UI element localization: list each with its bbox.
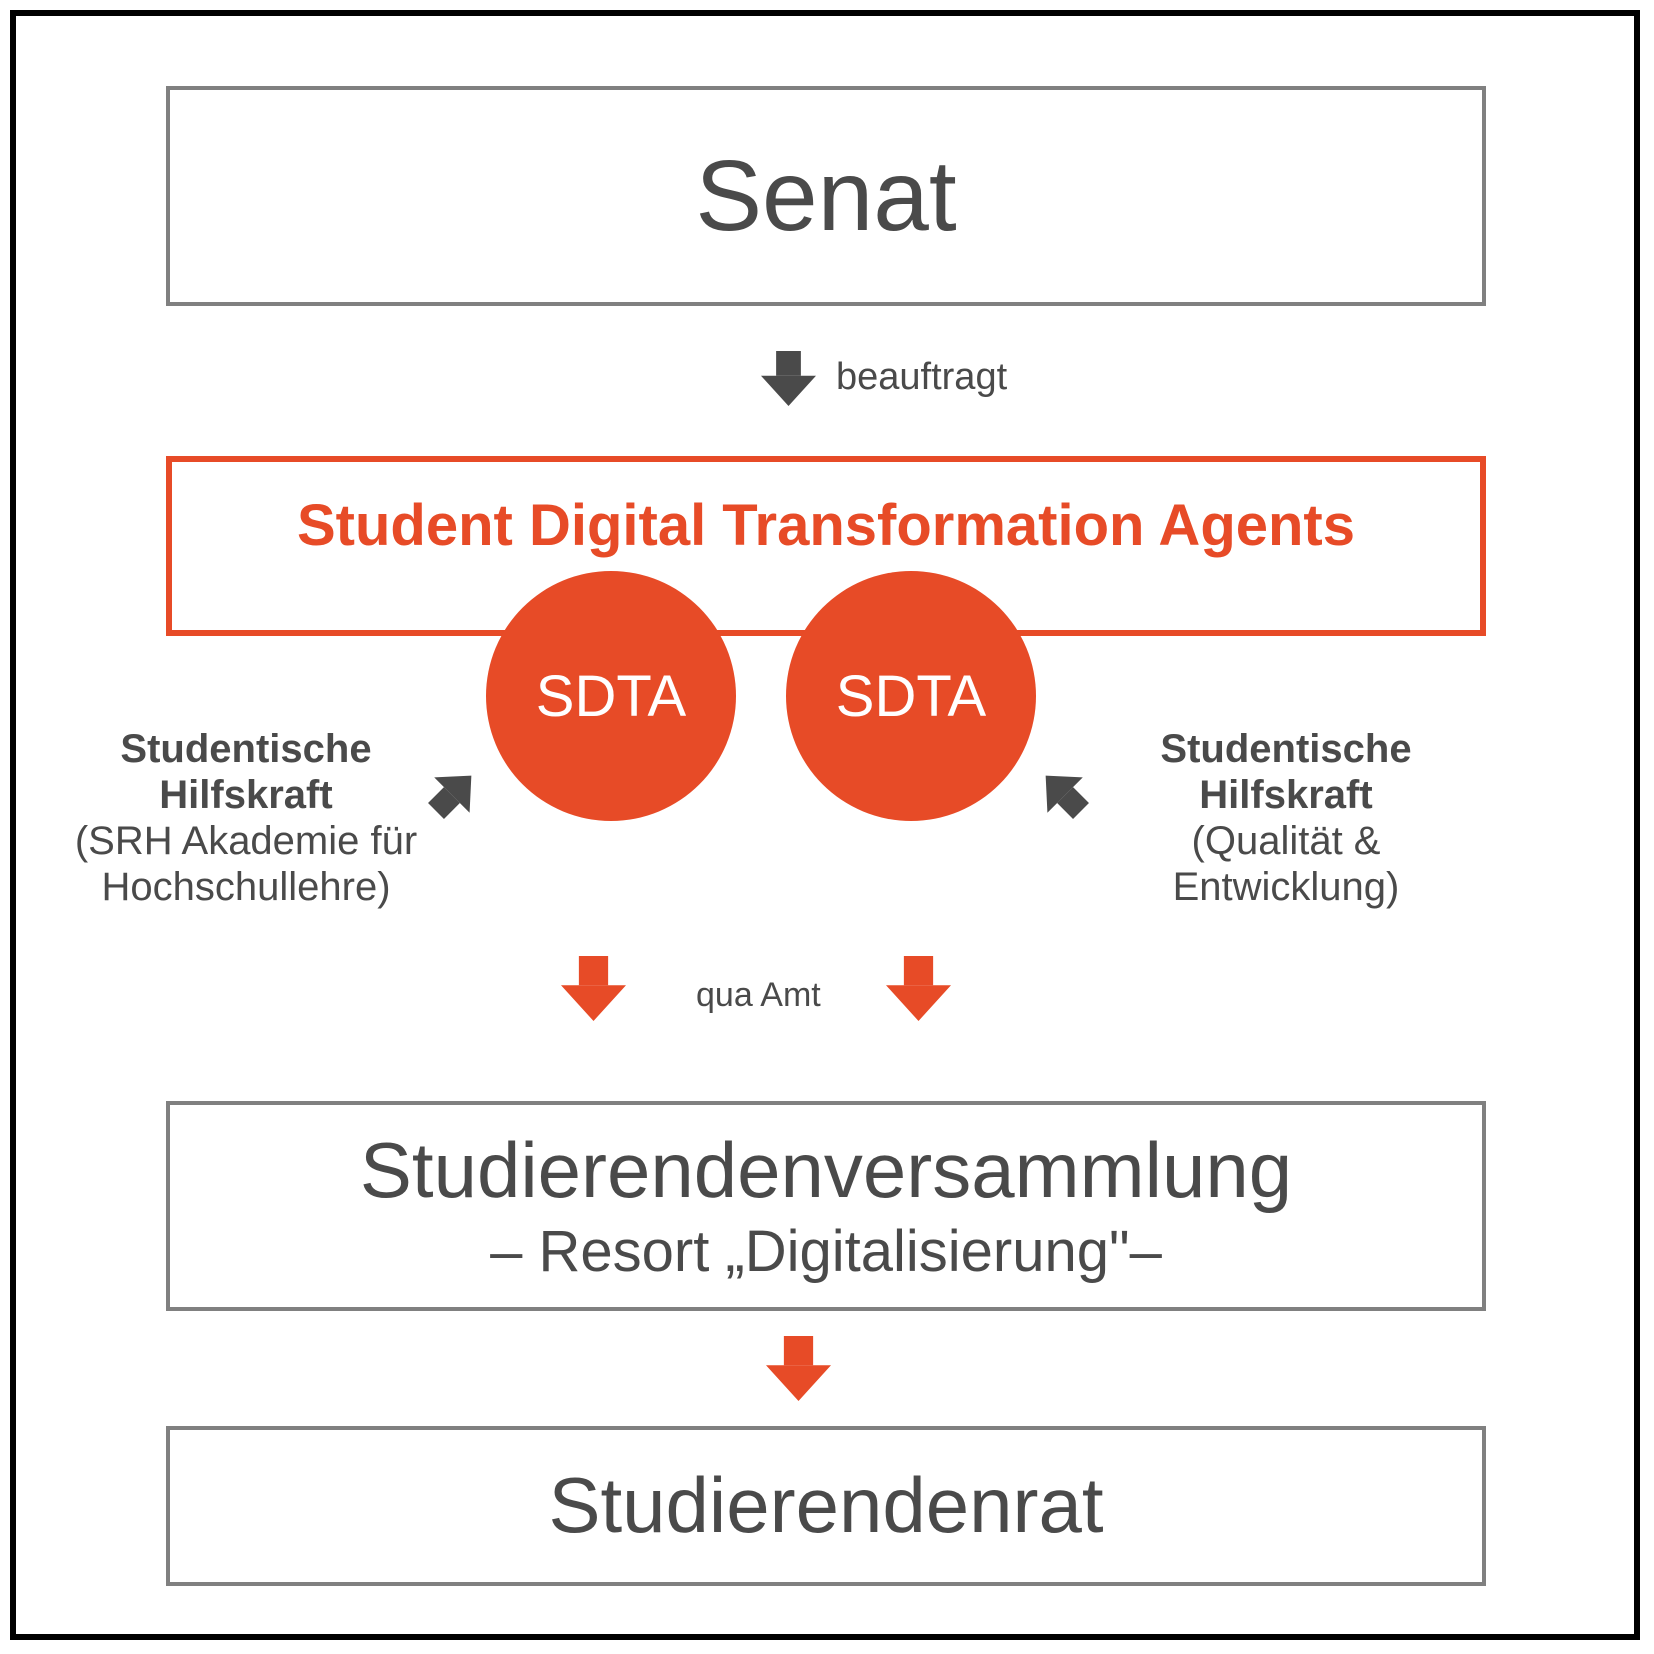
box-studierendenrat: Studierendenrat [166, 1426, 1486, 1586]
edge-label-beauftragt: beauftragt [836, 356, 1007, 400]
side-label-left: Studentische Hilfskraft (SRH Akademie fü… [66, 726, 426, 910]
box-versammlung-line2: – Resort „Digitalisierung"– [490, 1220, 1162, 1284]
diagram-frame: Senat Student Digital Transformation Age… [10, 10, 1640, 1640]
box-versammlung-line1: Studierendenversammlung [360, 1128, 1292, 1214]
sdta-circle-right: SDTA [786, 571, 1036, 821]
side-label-right: Studentische Hilfskraft (Qualität & Entw… [1106, 726, 1466, 910]
side-left-title-text: Studentische Hilfskraft [120, 727, 371, 817]
box-sdta-label: Student Digital Transformation Agents [297, 494, 1355, 598]
edge-label-qua-amt: qua Amt [696, 976, 821, 1015]
sdta-circle-left-label: SDTA [536, 663, 686, 730]
box-versammlung: Studierendenversammlung – Resort „Digita… [166, 1101, 1486, 1311]
side-left-sub: (SRH Akademie für Hochschullehre) [66, 818, 426, 910]
box-rat-label: Studierendenrat [548, 1463, 1103, 1549]
side-left-title: Studentische Hilfskraft [66, 726, 426, 818]
box-senat-label: Senat [695, 141, 956, 251]
sdta-circle-right-label: SDTA [836, 663, 986, 730]
sdta-circle-left: SDTA [486, 571, 736, 821]
side-right-sub: (Qualität & Entwicklung) [1106, 818, 1466, 910]
side-right-title-text: Studentische Hilfskraft [1160, 727, 1411, 817]
diagram-stage: Senat Student Digital Transformation Age… [16, 16, 1634, 1634]
side-right-title: Studentische Hilfskraft [1106, 726, 1466, 818]
box-senat: Senat [166, 86, 1486, 306]
